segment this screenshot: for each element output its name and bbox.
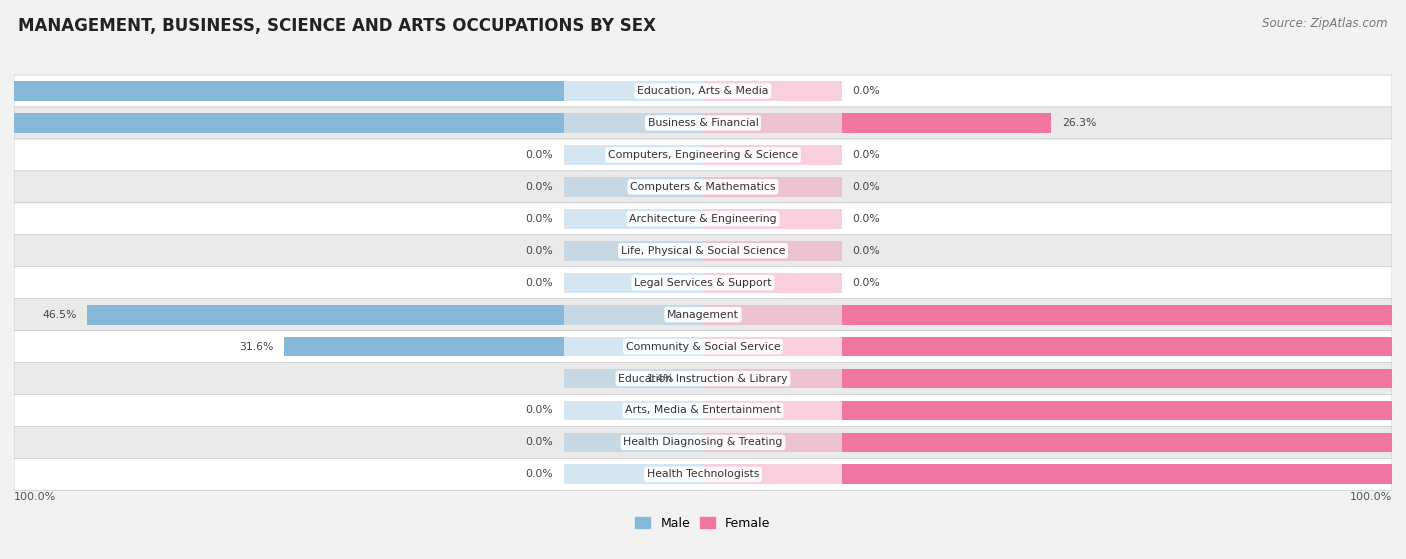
Bar: [564, 81, 703, 101]
Text: 0.0%: 0.0%: [526, 214, 554, 224]
Bar: [703, 368, 842, 389]
Text: 26.3%: 26.3%: [1062, 118, 1097, 128]
Text: 0.0%: 0.0%: [526, 405, 554, 415]
Text: 0.0%: 0.0%: [526, 437, 554, 447]
Bar: [703, 209, 842, 229]
Text: 0.0%: 0.0%: [526, 278, 554, 288]
Text: 0.0%: 0.0%: [852, 86, 880, 96]
Text: 100.0%: 100.0%: [1350, 492, 1392, 503]
FancyBboxPatch shape: [14, 330, 1392, 363]
Text: 0.0%: 0.0%: [526, 150, 554, 160]
FancyBboxPatch shape: [14, 75, 1392, 107]
Bar: [0, 81, 564, 101]
Text: Legal Services & Support: Legal Services & Support: [634, 278, 772, 288]
Text: Education Instruction & Library: Education Instruction & Library: [619, 373, 787, 383]
Bar: [564, 177, 703, 197]
Bar: [564, 241, 703, 260]
FancyBboxPatch shape: [14, 139, 1392, 171]
Bar: [284, 337, 564, 357]
Bar: [703, 465, 842, 484]
Bar: [842, 433, 1406, 452]
Bar: [564, 337, 703, 357]
FancyBboxPatch shape: [14, 395, 1392, 427]
Text: Management: Management: [666, 310, 740, 320]
Text: 0.0%: 0.0%: [526, 470, 554, 480]
FancyBboxPatch shape: [14, 299, 1392, 330]
FancyBboxPatch shape: [14, 235, 1392, 267]
Text: 31.6%: 31.6%: [239, 342, 274, 352]
Bar: [842, 337, 1406, 357]
FancyBboxPatch shape: [14, 427, 1392, 458]
Text: 0.0%: 0.0%: [852, 246, 880, 256]
Text: Life, Physical & Social Science: Life, Physical & Social Science: [621, 246, 785, 256]
Bar: [842, 368, 1406, 389]
Text: 46.5%: 46.5%: [42, 310, 76, 320]
Bar: [703, 401, 842, 420]
FancyBboxPatch shape: [14, 363, 1392, 395]
FancyBboxPatch shape: [14, 107, 1392, 139]
Bar: [842, 305, 1406, 325]
Text: Arts, Media & Entertainment: Arts, Media & Entertainment: [626, 405, 780, 415]
Bar: [564, 465, 703, 484]
FancyBboxPatch shape: [14, 171, 1392, 203]
FancyBboxPatch shape: [14, 458, 1392, 490]
Bar: [703, 337, 842, 357]
Text: 0.0%: 0.0%: [852, 214, 880, 224]
Bar: [842, 465, 1406, 484]
Bar: [703, 433, 842, 452]
Legend: Male, Female: Male, Female: [630, 512, 776, 535]
Text: Computers, Engineering & Science: Computers, Engineering & Science: [607, 150, 799, 160]
Bar: [564, 368, 703, 389]
Text: 0.0%: 0.0%: [526, 246, 554, 256]
Bar: [564, 401, 703, 420]
Bar: [564, 433, 703, 452]
Bar: [87, 305, 564, 325]
Text: Architecture & Engineering: Architecture & Engineering: [630, 214, 776, 224]
Bar: [703, 113, 842, 133]
Bar: [564, 273, 703, 292]
Bar: [842, 401, 1406, 420]
Text: 0.0%: 0.0%: [852, 150, 880, 160]
Bar: [564, 305, 703, 325]
Text: 0.0%: 0.0%: [852, 278, 880, 288]
Text: Business & Financial: Business & Financial: [648, 118, 758, 128]
Text: Health Technologists: Health Technologists: [647, 470, 759, 480]
Bar: [0, 113, 564, 133]
Text: 100.0%: 100.0%: [14, 492, 56, 503]
FancyBboxPatch shape: [14, 203, 1392, 235]
Text: Community & Social Service: Community & Social Service: [626, 342, 780, 352]
Text: 1.4%: 1.4%: [647, 373, 673, 383]
Bar: [564, 113, 703, 133]
Bar: [564, 209, 703, 229]
Bar: [842, 113, 1052, 133]
Text: MANAGEMENT, BUSINESS, SCIENCE AND ARTS OCCUPATIONS BY SEX: MANAGEMENT, BUSINESS, SCIENCE AND ARTS O…: [18, 17, 657, 35]
Bar: [564, 145, 703, 165]
Text: Health Diagnosing & Treating: Health Diagnosing & Treating: [623, 437, 783, 447]
Bar: [703, 177, 842, 197]
Text: Computers & Mathematics: Computers & Mathematics: [630, 182, 776, 192]
Text: Education, Arts & Media: Education, Arts & Media: [637, 86, 769, 96]
FancyBboxPatch shape: [14, 267, 1392, 299]
Bar: [703, 145, 842, 165]
Bar: [703, 241, 842, 260]
Bar: [703, 81, 842, 101]
Text: 0.0%: 0.0%: [526, 182, 554, 192]
Bar: [703, 273, 842, 292]
Text: 0.0%: 0.0%: [852, 182, 880, 192]
Bar: [703, 305, 842, 325]
Text: Source: ZipAtlas.com: Source: ZipAtlas.com: [1263, 17, 1388, 30]
